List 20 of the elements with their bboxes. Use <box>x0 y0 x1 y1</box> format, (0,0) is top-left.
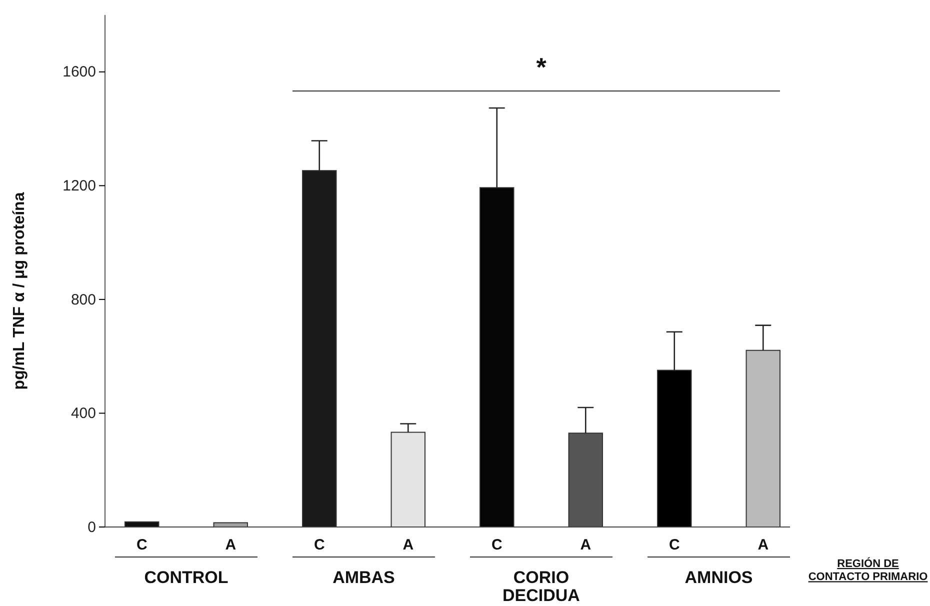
text: CORIO DECIDUA <box>502 568 580 605</box>
x-tick-label: A <box>225 536 236 554</box>
text: AMNIOS <box>684 568 753 587</box>
x-tick-label: C <box>668 536 680 554</box>
x-tick-label: C <box>136 536 148 554</box>
annotation: * <box>536 52 548 82</box>
text: REGIÓN DE CONTACTO PRIMARIO <box>808 557 928 584</box>
x-tick-label: A <box>758 536 769 554</box>
x-tick-label: A <box>402 536 414 554</box>
y-tick-label: 1200 <box>62 177 96 194</box>
y-tick-label: 0 <box>88 518 96 536</box>
x-tick-label: C <box>491 536 502 554</box>
y-axis-title: pg/mL TNF α / µg proteína <box>11 192 28 390</box>
y-tick-label: 400 <box>70 405 96 422</box>
x-tick-label: C <box>314 536 325 554</box>
text: CONTROL <box>144 568 228 587</box>
y-tick-label: 800 <box>70 291 96 308</box>
x-tick-label: A <box>580 536 592 554</box>
y-tick-label: 1600 <box>62 64 96 81</box>
text: AMBAS <box>332 568 395 587</box>
